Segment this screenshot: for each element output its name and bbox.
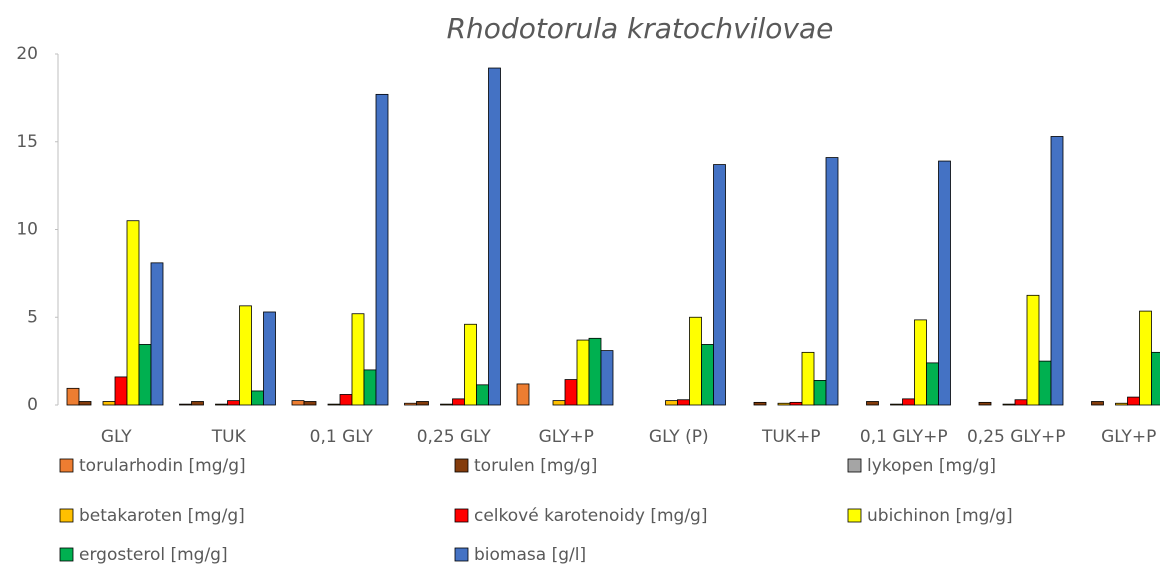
bar: [978, 401, 992, 406]
bar: [564, 379, 578, 406]
bar: [516, 383, 530, 406]
legend-label: celkové karotenoidy [mg/g]: [474, 506, 707, 526]
bar: [890, 403, 903, 406]
bar: [126, 220, 140, 406]
bar: [339, 394, 353, 406]
bar: [327, 403, 341, 406]
x-tick-label: TUK+P: [761, 427, 820, 447]
x-tick-label: GLY: [101, 427, 132, 447]
bar: [78, 401, 92, 406]
legend-swatch: [847, 458, 862, 473]
bar: [251, 390, 264, 406]
bar: [938, 160, 951, 406]
legend-swatch: [847, 508, 862, 523]
y-tick-label: 0: [27, 395, 38, 415]
legend-swatch: [59, 458, 74, 473]
bar: [1014, 399, 1028, 406]
legend-label: torularhodin [mg/g]: [79, 456, 246, 476]
bar: [1139, 310, 1152, 406]
bar: [464, 323, 477, 406]
bar: [114, 376, 128, 406]
x-tick-label: 0,25 GLY+P: [967, 427, 1066, 447]
bar: [689, 316, 702, 406]
legend-swatch: [59, 547, 74, 562]
bar: [263, 311, 276, 406]
x-tick-label: GLY (P): [649, 427, 709, 447]
legend-label: ubichinon [mg/g]: [867, 506, 1013, 526]
bar: [291, 400, 305, 406]
bar: [801, 351, 815, 406]
x-tick-label: 0,1 GLY: [310, 427, 374, 447]
bar: [1127, 396, 1140, 406]
y-tick-label: 20: [16, 44, 38, 64]
chart-title: Rhodotorula kratochvilovae: [447, 12, 834, 45]
bar: [1115, 402, 1128, 406]
bar: [404, 402, 417, 406]
legend-label: biomasa [g/l]: [474, 545, 586, 565]
bar: [777, 402, 791, 406]
bar: [665, 400, 678, 406]
bar: [701, 344, 714, 406]
bar: [866, 401, 879, 406]
y-tick-label: 5: [27, 307, 38, 327]
bar: [1091, 401, 1104, 406]
bar: [440, 403, 453, 406]
x-tick-label: GLY+P: [1101, 427, 1156, 447]
bar: [1026, 294, 1040, 406]
bar: [150, 262, 164, 406]
legend-swatch: [454, 458, 469, 473]
bar: [1002, 403, 1016, 406]
bar: [552, 400, 566, 406]
x-tick-label: GLY+P: [539, 427, 594, 447]
bar: [363, 369, 377, 406]
legend-label: ergosterol [mg/g]: [79, 545, 228, 565]
bar: [488, 67, 501, 406]
bar: [138, 344, 152, 406]
bar: [179, 403, 192, 406]
bar: [902, 398, 915, 406]
bar: [416, 401, 429, 406]
legend-swatch: [454, 508, 469, 523]
bar: [753, 401, 767, 406]
bar: [1038, 360, 1052, 406]
bar: [102, 401, 116, 406]
bar: [600, 350, 614, 406]
bar: [351, 313, 365, 406]
x-tick-label: 0,25 GLY: [417, 427, 492, 447]
legend-swatch: [59, 508, 74, 523]
bar: [239, 305, 252, 406]
y-tick-label: 15: [16, 132, 38, 152]
bar: [1050, 136, 1064, 406]
bar: [825, 157, 839, 406]
bar: [452, 398, 465, 406]
y-tick-label: 10: [16, 220, 38, 240]
x-tick-label: 0,1 GLY+P: [860, 427, 948, 447]
legend-swatch: [454, 547, 469, 562]
bar: [926, 362, 939, 406]
bar: [215, 403, 228, 406]
bar: [476, 384, 489, 406]
bar: [914, 319, 927, 406]
x-tick-label: TUK: [211, 427, 247, 447]
bar: [576, 339, 590, 406]
bar: [1151, 351, 1160, 406]
bar: [813, 380, 827, 406]
bar: [227, 400, 240, 406]
bar: [677, 399, 690, 406]
bar: [66, 387, 80, 406]
bar: [713, 164, 726, 406]
bar: [789, 401, 803, 406]
legend-label: betakaroten [mg/g]: [79, 506, 245, 526]
bar: [588, 337, 602, 406]
legend-label: lykopen [mg/g]: [867, 456, 996, 476]
bar: [303, 401, 317, 406]
bar: [375, 93, 389, 406]
bar: [191, 401, 204, 406]
legend-label: torulen [mg/g]: [474, 456, 597, 476]
